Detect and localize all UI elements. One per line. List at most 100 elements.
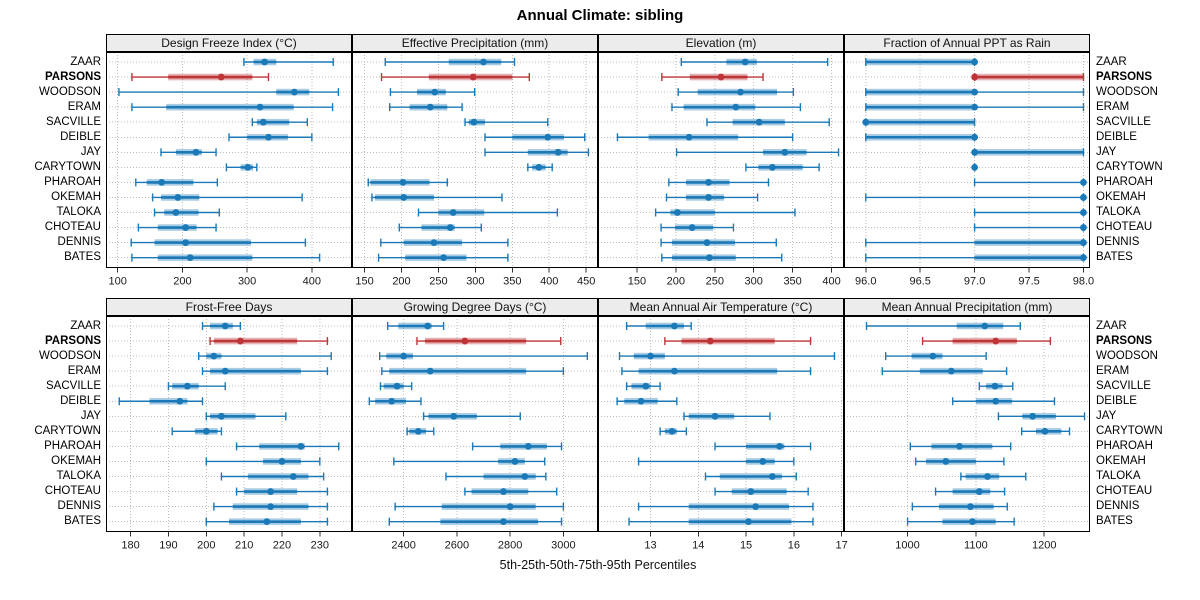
strip-title: Design Freeze Index (°C) [161,36,297,50]
station-labels-right: ZAAR PARSONS WOODSON ERAM SACVILLE DEIBLE JAY C… [1096,52,1200,268]
percentile-row-jay [971,148,1085,157]
percentile-row-taloka [704,472,797,481]
station-label-sacville: SACVILLE [1096,379,1151,392]
station-label-dennis: DENNIS [57,500,101,513]
x-tick-label: 190 [159,540,177,552]
x-tick-label: 400 [540,276,558,288]
percentile-row-bates [661,253,783,262]
station-labels-left: ZAAR PARSONS WOODSON ERAM SACVILLE DEIBLE JAY C… [0,52,101,268]
percentile-row-deible [865,133,979,142]
station-label-sacville: SACVILLE [46,115,101,128]
x-tick-label: 300 [238,276,256,288]
percentile-row-parsons [380,73,530,82]
percentile-row-deible [616,397,678,406]
percentile-row-taloka [220,472,325,481]
percentile-row-sacville [706,118,830,127]
panel-frost-free-days: Frost-Free Days 180 190 200 210 220 230 [106,298,352,552]
panel-mean-annual-air-temperature-c: Mean Annual Air Temperature (°C) 13 14 15 16… [598,298,848,552]
percentile-row-woodson [378,352,589,361]
x-tick-label: 97.0 [964,276,985,288]
percentile-row-dennis [660,238,777,247]
percentile-row-okemah [665,193,759,202]
percentile-row-zaar [386,322,445,330]
percentile-row-woodson [118,88,340,97]
station-label-taloka: TALOKA [56,206,101,218]
station-label-jay: JAY [1096,409,1117,422]
station-label-zaar: ZAAR [1096,319,1127,332]
percentile-row-eram [131,103,334,112]
percentile-row-zaar [680,58,829,66]
station-label-sacville: SACVILLE [1096,115,1151,128]
strip-header [106,298,352,316]
percentile-row-dennis [130,238,307,247]
percentile-row-bates [388,517,563,526]
percentile-row-bates [628,517,814,526]
panel-design-freeze-index-c: Design Freeze Index (°C) 100 200 300 400 [106,34,352,288]
x-axis: 150 200 250 300 350 400 [628,268,841,288]
percentile-row-zaar [243,58,334,66]
x-tick-label: 150 [355,276,373,288]
x-tick-label: 230 [311,540,329,552]
percentile-row-sacville [464,118,549,127]
station-label-zaar: ZAAR [70,319,101,332]
percentile-row-sacville [167,382,226,391]
percentile-row-taloka [654,208,796,217]
x-tick-label: 1000 [895,540,919,552]
percentile-row-jay [205,412,287,421]
percentile-row-pharoah [235,442,340,451]
station-label-bates: BATES [1096,251,1133,264]
percentile-row-sacville [625,382,661,391]
percentile-row-okemah [205,457,321,466]
percentile-row-eram [388,103,463,112]
station-label-eram: ERAM [67,364,101,377]
percentile-row-pharoah [471,442,563,451]
station-label-parsons: PARSONS [1096,334,1153,347]
percentile-row-parsons [209,337,329,346]
x-tick-label: 250 [706,276,724,288]
percentile-row-pharoah [909,442,1012,451]
percentile-row-choteau [235,487,329,496]
station-label-deible: DEIBLE [1096,394,1137,407]
x-tick-label: 200 [667,276,685,288]
percentile-row-taloka [417,208,559,217]
percentile-row-zaar [865,322,1022,330]
x-tick-label: 13 [644,540,656,552]
station-label-zaar: ZAAR [70,55,101,68]
percentile-row-taloka [973,208,1087,217]
percentile-row-woodson [865,88,1085,97]
station-label-taloka: TALOKA [1096,206,1141,218]
percentile-row-carytown [659,427,688,436]
station-label-carytown: CARYTOWN [34,424,101,437]
station-label-carytown: CARYTOWN [1096,160,1163,173]
strip-header [598,34,844,52]
station-label-parsons: PARSONS [1096,70,1153,83]
station-label-okemah: OKEMAH [51,454,101,467]
percentile-row-woodson [618,352,836,361]
percentile-row-jay [675,148,840,157]
station-label-dennis: DENNIS [1096,236,1140,249]
strip-header [352,34,598,52]
station-label-taloka: TALOKA [56,470,101,482]
station-label-carytown: CARYTOWN [1096,424,1163,437]
x-tick-label: 300 [745,276,763,288]
station-label-carytown: CARYTOWN [34,160,101,173]
percentile-row-jay [683,412,771,421]
x-tick-label: 96.0 [855,276,876,288]
percentile-row-dennis [380,238,509,247]
percentile-row-dennis [394,502,565,511]
x-tick-label: 150 [628,276,646,288]
percentile-row-parsons [661,73,764,82]
percentile-row-eram [381,367,565,376]
x-tick-label: 180 [121,540,139,552]
x-tick-label: 400 [303,276,321,288]
percentile-row-carytown [971,163,979,172]
station-label-zaar: ZAAR [1096,55,1127,68]
x-tick-label: 220 [273,540,291,552]
percentile-row-bates [205,517,329,526]
percentile-row-bates [377,253,509,262]
percentile-row-pharoah [973,178,1087,187]
station-label-bates: BATES [1096,515,1133,528]
x-tick-label: 3000 [551,540,575,552]
station-label-deible: DEIBLE [60,394,101,407]
strip-header [598,298,844,316]
